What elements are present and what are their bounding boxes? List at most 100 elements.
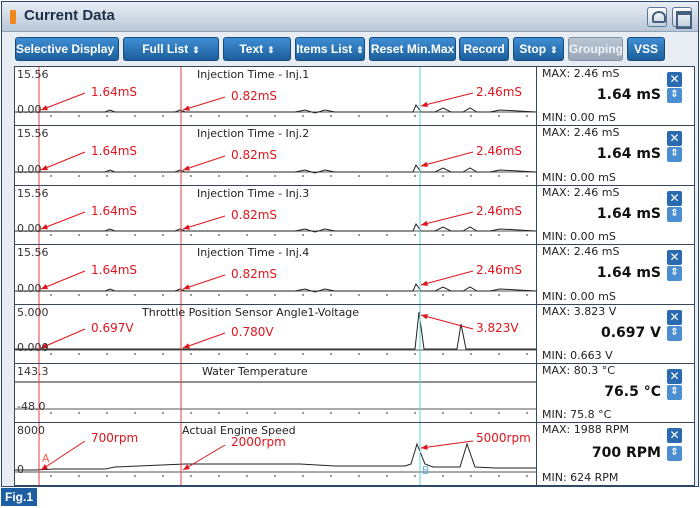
- min-value: MIN: 0.00 mS: [542, 111, 616, 124]
- button-label: Selective Display: [16, 42, 115, 56]
- graph-title: Water Temperature: [202, 365, 308, 378]
- up-down-arrows-icon: ⇕: [550, 45, 558, 55]
- current-value: 1.64 mS: [596, 87, 661, 103]
- annotation-label: 5000rpm: [476, 431, 531, 445]
- scale-max-label: 15.56: [17, 68, 49, 81]
- close-icon[interactable]: ✕: [667, 131, 682, 146]
- button-label: Record: [463, 42, 505, 56]
- max-value: MAX: 2.46 mS: [542, 67, 620, 80]
- stop-button[interactable]: Stop ⇕: [513, 37, 564, 61]
- reorder-icon[interactable]: ⇕: [667, 88, 682, 103]
- reorder-icon[interactable]: ⇕: [667, 207, 682, 222]
- close-icon[interactable]: ✕: [667, 72, 682, 87]
- reset-min-max-button[interactable]: Reset Min.Max: [369, 37, 456, 61]
- annotation-arrow: [40, 270, 86, 290]
- min-value: MIN: 0.00 mS: [542, 171, 616, 184]
- annotation-arrow: [40, 92, 86, 111]
- annotation-label: 0.82mS: [231, 89, 278, 103]
- annotation-arrow: [420, 211, 474, 226]
- button-label: Text: [239, 42, 264, 56]
- items-list-button[interactable]: Items List ⇕: [295, 37, 365, 61]
- close-icon[interactable]: ✕: [667, 369, 682, 384]
- graph-title: Throttle Position Sensor Angle1-Voltage: [142, 306, 360, 319]
- reorder-icon[interactable]: ⇕: [667, 446, 682, 461]
- reorder-icon[interactable]: ⇕: [667, 326, 682, 341]
- text-button[interactable]: Text ⇕: [223, 37, 291, 61]
- signal-plot: [15, 126, 536, 185]
- annotation-arrow: [420, 151, 474, 167]
- grouping-button[interactable]: Grouping: [568, 37, 623, 61]
- figure-label: Fig.1: [1, 488, 37, 506]
- record-button[interactable]: Record: [459, 37, 509, 61]
- scale-min-label: 0: [17, 463, 24, 476]
- annotation-arrow: [40, 151, 86, 171]
- button-label: Reset Min.Max: [370, 42, 455, 56]
- graph-row: 15.56 0.00 Injection Time - Inj.1 1.64mS 0.8…: [15, 67, 694, 126]
- selective-display-button[interactable]: Selective Display⇕: [15, 37, 119, 61]
- signal-graph: 15.56 0.00 Injection Time - Inj.1 1.64mS 0.8…: [15, 67, 537, 125]
- signal-line: [15, 163, 536, 174]
- annotation-label: 0.82mS: [231, 148, 278, 162]
- max-value: MAX: 3.823 V: [542, 305, 617, 318]
- up-down-arrows-icon: ⇕: [118, 45, 119, 55]
- annotation-label: 0.780V: [231, 325, 274, 339]
- signal-graph: 15.56 0.00 Injection Time - Inj.3 1.64mS 0.8…: [15, 186, 537, 244]
- signal-graph: 143.3 -48.0 Water Temperature: [15, 364, 537, 422]
- max-value: MAX: 1988 RPM: [542, 423, 630, 436]
- annotation-label: 2.46mS: [476, 85, 523, 99]
- signal-line: [15, 442, 536, 471]
- close-icon[interactable]: ✕: [667, 191, 682, 206]
- full-list-button[interactable]: Full List ⇕: [123, 37, 219, 61]
- close-icon[interactable]: ✕: [667, 250, 682, 265]
- scale-max-label: 8000: [17, 424, 45, 437]
- annotation-arrowhead: [183, 224, 190, 230]
- annotation-arrow: [420, 440, 474, 449]
- signal-line: [15, 222, 536, 233]
- graph-panel: 15.56 0.00 Injection Time - Inj.1 1.64mS 0.8…: [14, 66, 695, 486]
- annotation-label: 1.64mS: [91, 85, 138, 99]
- annotation-arrow: [40, 440, 86, 471]
- current-value: 76.5 °C: [604, 384, 661, 400]
- annotation-label: 2.46mS: [476, 263, 523, 277]
- annotation-label: 2000rpm: [231, 435, 286, 449]
- title-bar: Current Data: [2, 2, 698, 32]
- current-value: 1.64 mS: [596, 206, 661, 222]
- setup-icon[interactable]: [647, 7, 667, 27]
- graph-title: Injection Time - Inj.1: [197, 68, 310, 81]
- scale-max-label: 5.000: [17, 306, 49, 319]
- annotation-arrowhead: [183, 284, 190, 290]
- annotation-arrowhead: [41, 342, 48, 348]
- graph-title: Injection Time - Inj.4: [197, 246, 310, 259]
- close-icon[interactable]: ✕: [667, 428, 682, 443]
- button-label: Items List: [296, 42, 353, 56]
- window-title: Current Data: [24, 7, 115, 24]
- max-value: MAX: 2.46 mS: [542, 245, 620, 258]
- scale-min-label: 0.00: [17, 163, 42, 176]
- annotation-label: 700rpm: [91, 431, 139, 445]
- signal-plot: [15, 245, 536, 304]
- annotation-arrowhead: [183, 464, 190, 470]
- graph-row: 15.56 0.00 Injection Time - Inj.2 1.64mS 0.8…: [15, 126, 694, 186]
- signal-graph: 8000 0 Actual Engine Speed 700rpm 2000rpm 500…: [15, 423, 537, 485]
- min-value: MIN: 0.00 mS: [542, 290, 616, 303]
- reorder-icon[interactable]: ⇕: [667, 147, 682, 162]
- toolbar: Selective Display⇕ Full List⇕ Text⇕ Item…: [2, 33, 698, 65]
- max-value: MAX: 2.46 mS: [542, 126, 620, 139]
- scale-min-label: 0.000: [17, 341, 49, 354]
- vss-button[interactable]: VSS: [627, 37, 665, 61]
- current-value: 700 RPM: [591, 445, 661, 461]
- annotation-arrowhead: [421, 314, 428, 320]
- annotation-arrowhead: [41, 105, 48, 111]
- button-label: Full List: [142, 42, 189, 56]
- reorder-icon[interactable]: ⇕: [667, 266, 682, 281]
- graph-row: 15.56 0.00 Injection Time - Inj.3 1.64mS 0.8…: [15, 186, 694, 245]
- annotation-label: 1.64mS: [91, 144, 138, 158]
- min-value: MIN: 624 RPM: [542, 471, 619, 484]
- reorder-icon[interactable]: ⇕: [667, 385, 682, 400]
- annotation-arrowhead: [41, 284, 48, 290]
- close-icon[interactable]: ✕: [667, 310, 682, 325]
- annotation-arrowhead: [421, 101, 428, 108]
- up-down-arrows-icon: ⇕: [267, 45, 275, 55]
- signal-plot: [15, 67, 536, 125]
- maximize-icon[interactable]: [672, 7, 692, 29]
